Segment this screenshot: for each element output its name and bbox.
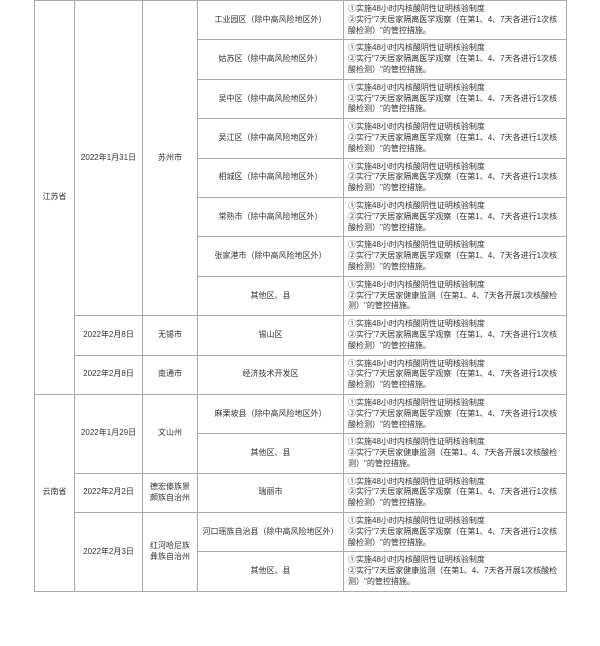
policy-table-container: 江苏省 2022年1月31日 苏州市 工业园区（除中高风险地区外） ①实施48小… — [34, 0, 566, 592]
cell-measure: ①实施48小时内核酸阴性证明核验制度②实行"7天居家健康监测（在第1、4、7天各… — [344, 434, 567, 473]
cell-city: 无锡市 — [143, 316, 198, 355]
cell-measure: ①实施48小时内核酸阴性证明核验制度②实行"7天居家健康监测（在第1、4、7天各… — [344, 552, 567, 591]
cell-date: 2022年2月8日 — [75, 316, 143, 355]
cell-area: 其他区、县 — [198, 276, 344, 315]
cell-city: 德宏傣族景颇族自治州 — [143, 473, 198, 512]
cell-area: 张家港市（除中高风险地区外） — [198, 237, 344, 276]
cell-area: 麻栗坡县（除中高风险地区外） — [198, 394, 344, 433]
cell-city: 苏州市 — [143, 1, 198, 316]
cell-area: 相城区（除中高风险地区外） — [198, 158, 344, 197]
cell-date: 2022年2月8日 — [75, 355, 143, 394]
cell-area: 其他区、县 — [198, 552, 344, 591]
cell-area: 吴中区（除中高风险地区外） — [198, 79, 344, 118]
table-row: 江苏省 2022年1月31日 苏州市 工业园区（除中高风险地区外） ①实施48小… — [35, 1, 567, 40]
cell-measure: ①实施48小时内核酸阴性证明核验制度②实行"7天居家隔离医学观察（在第1、4、7… — [344, 79, 567, 118]
cell-area: 工业园区（除中高风险地区外） — [198, 1, 344, 40]
cell-date: 2022年2月2日 — [75, 473, 143, 512]
cell-measure: ①实施48小时内核酸阴性证明核验制度②实行"7天居家健康监测（在第1、4、7天各… — [344, 276, 567, 315]
cell-city: 南通市 — [143, 355, 198, 394]
cell-measure: ①实施48小时内核酸阴性证明核验制度②实行"7天居家隔离医学观察（在第1、4、7… — [344, 158, 567, 197]
cell-measure: ①实施48小时内核酸阴性证明核验制度②实行"7天居家隔离医学观察（在第1、4、7… — [344, 473, 567, 512]
policy-table: 江苏省 2022年1月31日 苏州市 工业园区（除中高风险地区外） ①实施48小… — [34, 0, 567, 592]
cell-date: 2022年1月29日 — [75, 394, 143, 473]
cell-measure: ①实施48小时内核酸阴性证明核验制度②实行"7天居家隔离医学观察（在第1、4、7… — [344, 394, 567, 433]
page: 江苏省 2022年1月31日 苏州市 工业园区（除中高风险地区外） ①实施48小… — [0, 0, 600, 646]
cell-date: 2022年2月3日 — [75, 513, 143, 592]
cell-province: 云南省 — [35, 394, 75, 591]
table-row: 2022年2月2日 德宏傣族景颇族自治州 瑞丽市 ①实施48小时内核酸阴性证明核… — [35, 473, 567, 512]
table-row: 2022年2月3日 红河哈尼族彝族自治州 河口瑶族自治县（除中高风险地区外） ①… — [35, 513, 567, 552]
cell-area: 其他区、县 — [198, 434, 344, 473]
cell-area: 姑苏区（除中高风险地区外） — [198, 40, 344, 79]
cell-area: 锡山区 — [198, 316, 344, 355]
cell-measure: ①实施48小时内核酸阴性证明核验制度②实行"7天居家隔离医学观察（在第1、4、7… — [344, 513, 567, 552]
cell-measure: ①实施48小时内核酸阴性证明核验制度②实行"7天居家隔离医学观察（在第1、4、7… — [344, 197, 567, 236]
cell-measure: ①实施48小时内核酸阴性证明核验制度②实行"7天居家隔离医学观察（在第1、4、7… — [344, 40, 567, 79]
cell-province: 江苏省 — [35, 1, 75, 395]
table-row: 2022年2月8日 无锡市 锡山区 ①实施48小时内核酸阴性证明核验制度②实行"… — [35, 316, 567, 355]
table-row: 云南省 2022年1月29日 文山州 麻栗坡县（除中高风险地区外） ①实施48小… — [35, 394, 567, 433]
cell-area: 吴江区（除中高风险地区外） — [198, 119, 344, 158]
cell-measure: ①实施48小时内核酸阴性证明核验制度②实行"7天居家隔离医学观察（在第1、4、7… — [344, 1, 567, 40]
cell-measure: ①实施48小时内核酸阴性证明核验制度②实行"7天居家隔离医学观察（在第1、4、7… — [344, 355, 567, 394]
cell-area: 河口瑶族自治县（除中高风险地区外） — [198, 513, 344, 552]
cell-measure: ①实施48小时内核酸阴性证明核验制度②实行"7天居家隔离医学观察（在第1、4、7… — [344, 119, 567, 158]
cell-area: 常熟市（除中高风险地区外） — [198, 197, 344, 236]
cell-area: 瑞丽市 — [198, 473, 344, 512]
cell-city: 文山州 — [143, 394, 198, 473]
table-row: 2022年2月8日 南通市 经济技术开发区 ①实施48小时内核酸阴性证明核验制度… — [35, 355, 567, 394]
cell-area: 经济技术开发区 — [198, 355, 344, 394]
cell-measure: ①实施48小时内核酸阴性证明核验制度②实行"7天居家隔离医学观察（在第1、4、7… — [344, 316, 567, 355]
cell-measure: ①实施48小时内核酸阴性证明核验制度②实行"7天居家隔离医学观察（在第1、4、7… — [344, 237, 567, 276]
cell-date: 2022年1月31日 — [75, 1, 143, 316]
cell-city: 红河哈尼族彝族自治州 — [143, 513, 198, 592]
